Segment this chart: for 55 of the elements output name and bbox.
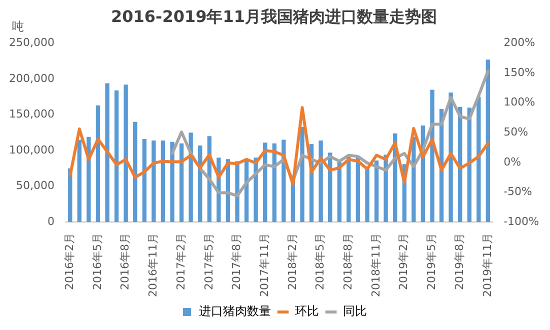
x-tick-label: 2018年8月 (342, 233, 355, 290)
y2-tick-label: 150% (504, 66, 536, 79)
bar (77, 140, 82, 222)
bar (374, 160, 379, 222)
x-tick-label: 2019年11月 (480, 233, 494, 298)
y-tick-label: 250,000 (8, 36, 54, 50)
bar (86, 136, 91, 222)
bar (365, 168, 370, 222)
x-tick-label: 2017年8月 (230, 233, 244, 290)
x-tick-label: 2019年2月 (397, 233, 410, 290)
chart-title: 2016-2019年11月我国猪肉进口数量走势图 (111, 6, 437, 26)
x-tick-label: 2017年2月 (174, 233, 188, 290)
legend-label: 进口猪肉数量 (199, 304, 271, 318)
y-tick-label: 50,000 (16, 179, 54, 192)
y2-tick-label: -50% (504, 185, 532, 198)
x-tick-label: 2016年5月 (90, 233, 104, 290)
bar (300, 126, 304, 222)
bar (105, 83, 110, 222)
bar (114, 90, 119, 222)
bar (133, 122, 138, 222)
x-tick-label: 2018年5月 (314, 233, 327, 290)
x-tick-label: 2016年2月 (62, 233, 76, 290)
y2-tick-label: 0% (504, 155, 522, 168)
x-tick-label: 2016年11月 (146, 233, 160, 298)
bar (318, 140, 323, 222)
y-axis-title: 吨 (12, 19, 24, 34)
y2-tick-label: 100% (504, 96, 536, 109)
bar (142, 139, 146, 222)
x-tick-label: 2018年11月 (369, 233, 382, 298)
bar (346, 156, 351, 222)
y2-tick-label: 50% (504, 125, 528, 138)
bar (188, 132, 193, 222)
x-tick-label: 2019年8月 (452, 233, 466, 290)
x-tick-label: 2018年2月 (286, 233, 299, 290)
y-tick-label: 200,000 (8, 72, 54, 85)
y2-tick-label: 200% (504, 36, 536, 50)
bar (337, 162, 342, 222)
x-tick-label: 2019年5月 (425, 233, 438, 290)
legend-label: 环比 (295, 304, 319, 318)
bar (179, 143, 184, 222)
bar (152, 140, 156, 222)
x-tick-label: 2017年5月 (202, 233, 216, 290)
legend-label: 同比 (343, 304, 367, 318)
y-tick-label: 150,000 (8, 108, 54, 121)
bar (160, 140, 166, 222)
bar (486, 60, 490, 222)
bar (448, 92, 453, 222)
y-tick-label: 100,000 (8, 143, 54, 156)
y-tick-label: 0 (47, 214, 54, 228)
y2-tick-label: -100% (504, 214, 540, 228)
x-tick-label: 2017年11月 (258, 233, 271, 298)
bar (96, 105, 100, 222)
x-tick-label: 2016年8月 (118, 233, 132, 290)
bar (476, 96, 481, 222)
bar (124, 84, 128, 222)
